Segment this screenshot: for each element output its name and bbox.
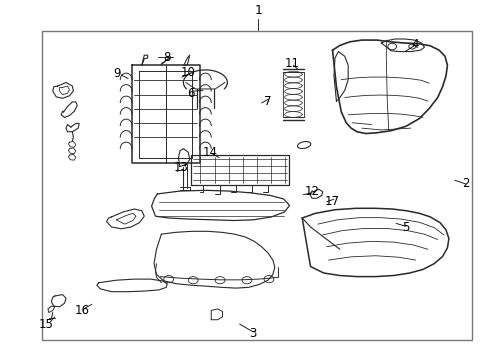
Text: 13: 13 xyxy=(173,161,188,174)
Text: 7: 7 xyxy=(264,95,271,108)
Text: 5: 5 xyxy=(401,221,409,234)
Text: 1: 1 xyxy=(254,4,262,17)
Text: 10: 10 xyxy=(181,66,195,79)
Ellipse shape xyxy=(297,141,310,149)
Bar xyxy=(41,31,471,340)
Text: 8: 8 xyxy=(163,51,171,64)
Text: 6: 6 xyxy=(186,87,194,100)
Text: 11: 11 xyxy=(285,57,299,70)
Text: 14: 14 xyxy=(203,146,217,159)
Text: 17: 17 xyxy=(325,195,339,208)
Text: 12: 12 xyxy=(304,185,319,198)
Text: 15: 15 xyxy=(39,318,54,330)
Text: 3: 3 xyxy=(249,327,257,340)
Text: 4: 4 xyxy=(410,38,418,51)
Text: 16: 16 xyxy=(75,304,89,317)
Text: 9: 9 xyxy=(113,67,121,80)
Text: 2: 2 xyxy=(461,177,468,190)
